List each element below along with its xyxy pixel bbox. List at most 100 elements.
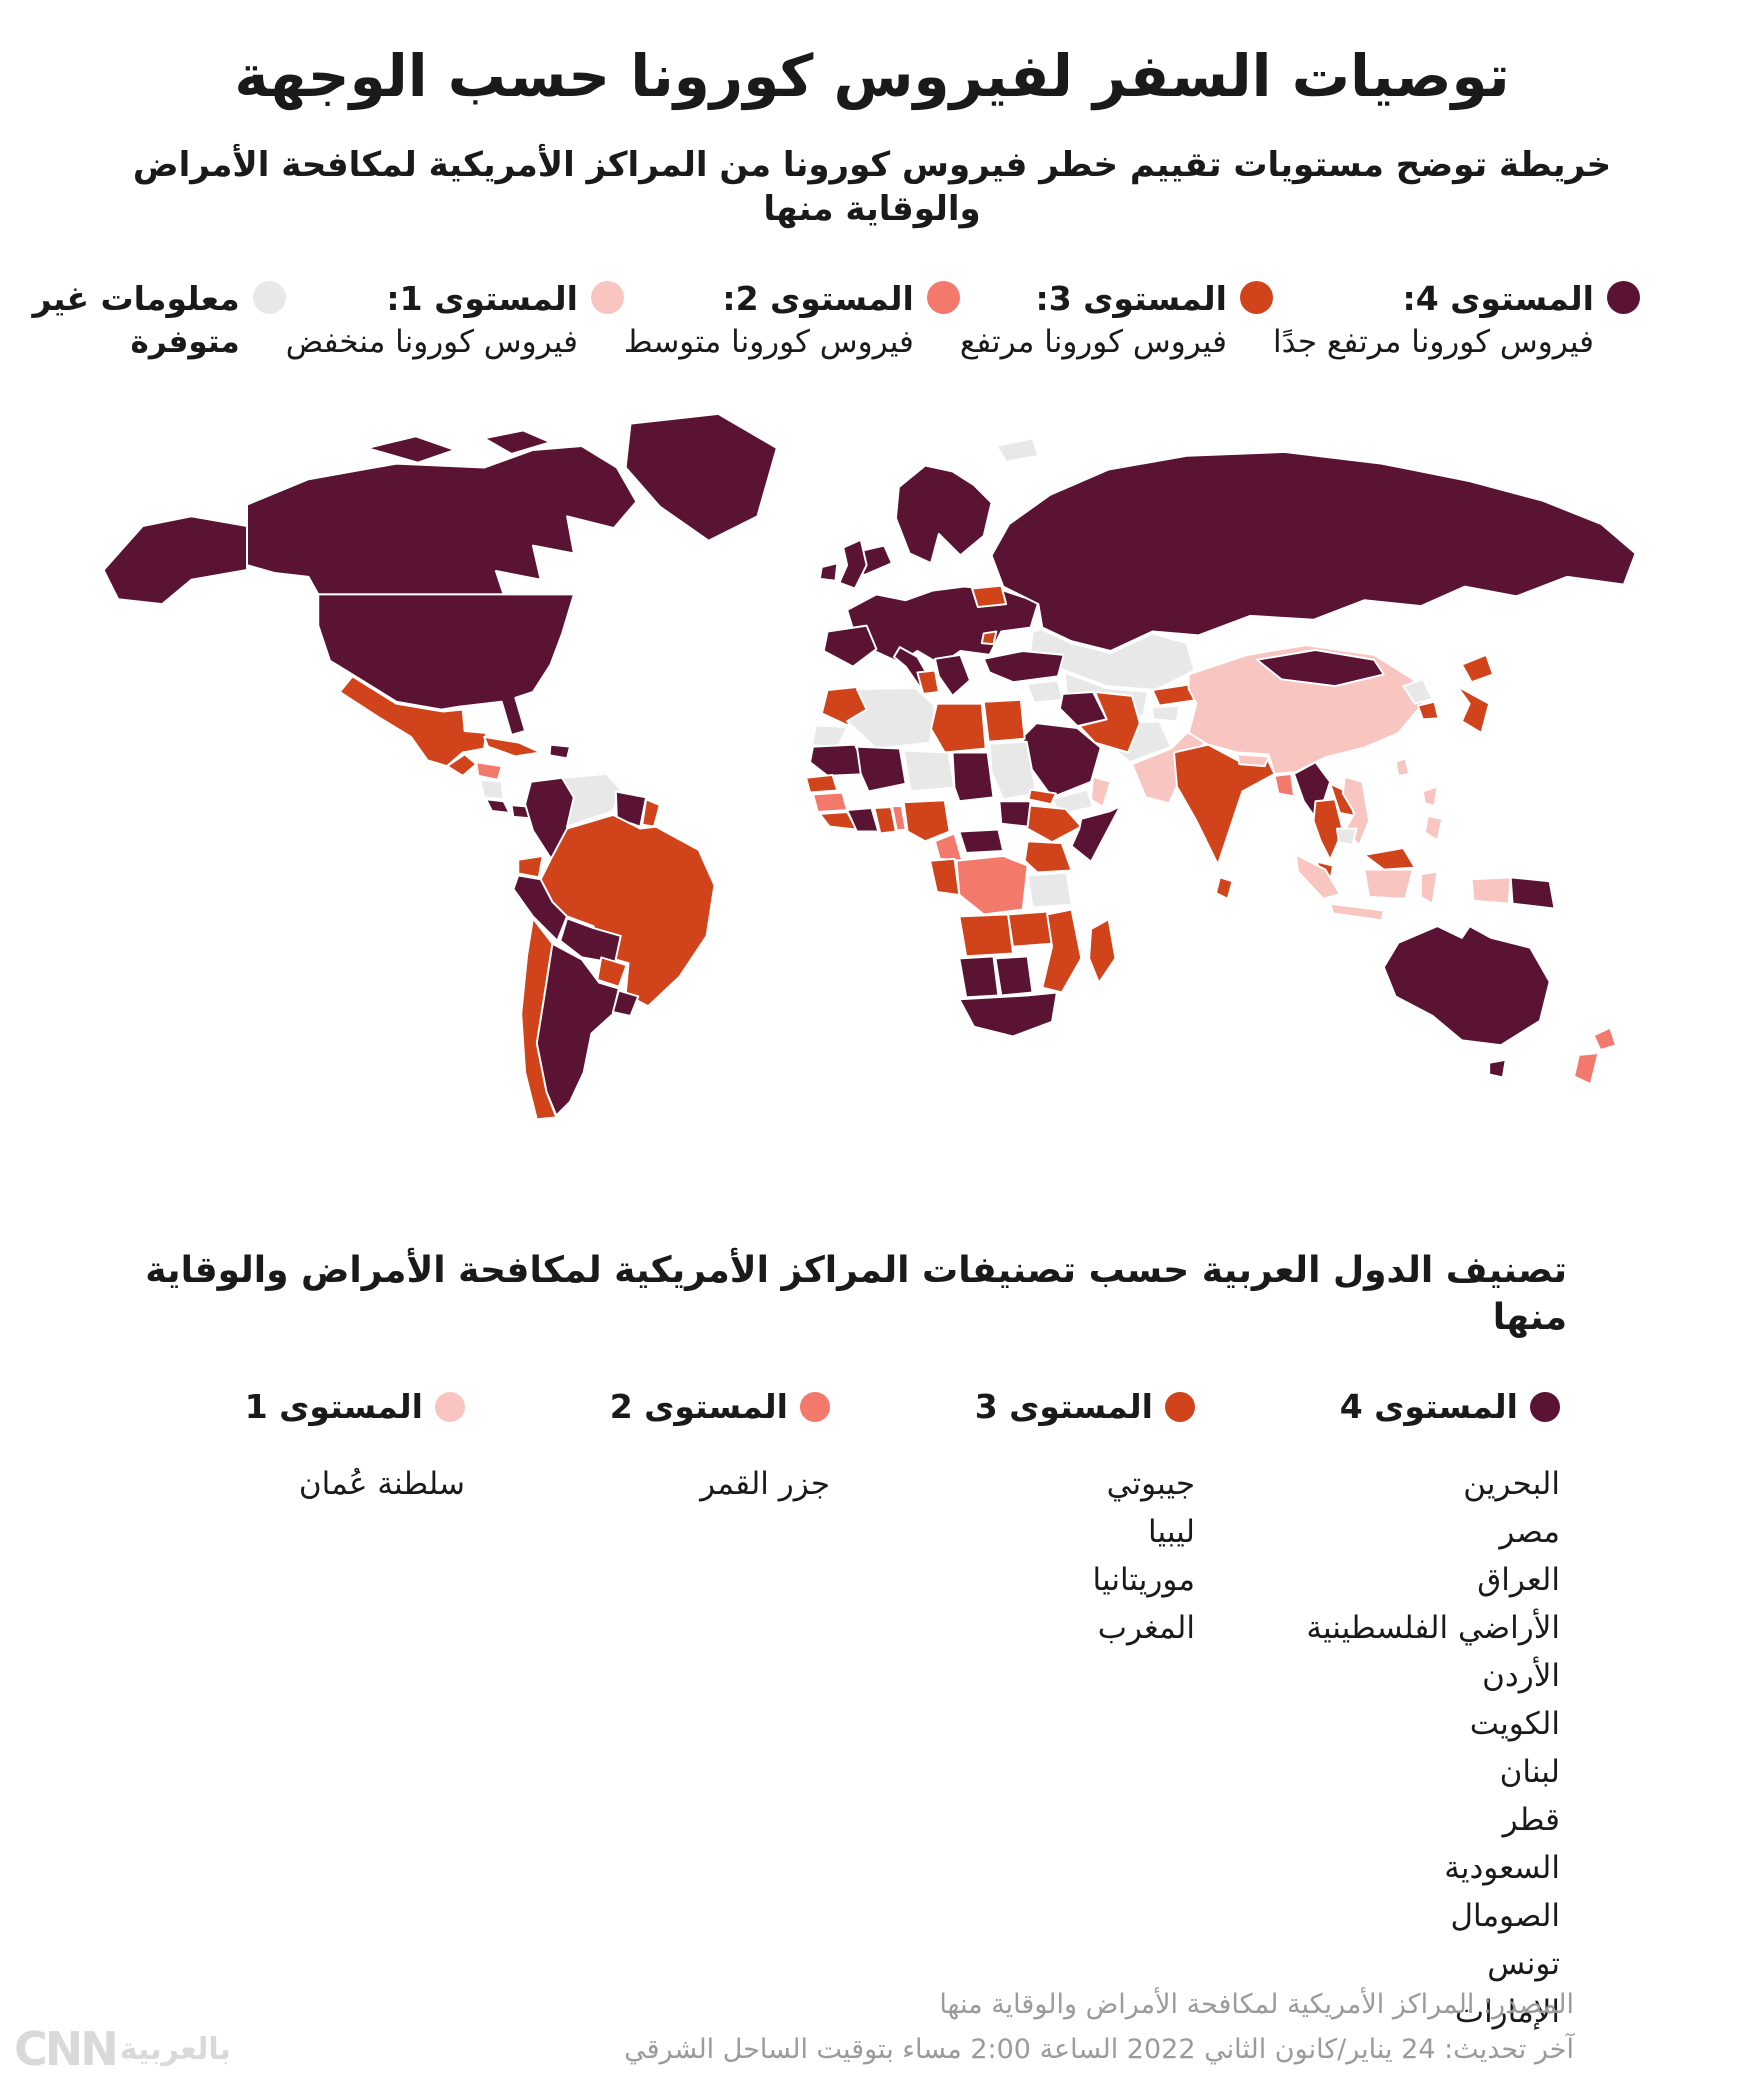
footer-source-block: المصدر: المراكز الأمريكية لمكافحة الأمرا… (624, 1982, 1574, 2072)
country-dr-congo (955, 854, 1029, 916)
list-item: البحرين (1463, 1466, 1560, 1503)
level-1-dot-icon (590, 280, 624, 314)
country-list-level-4: البحرين مصر العراق الأراضي الفلسطينية ال… (1195, 1460, 1560, 2036)
country-cambodia (1335, 827, 1358, 847)
country-turkey (982, 649, 1065, 684)
level-1-dot-icon (435, 1391, 465, 1422)
country-south-sudan (998, 800, 1032, 828)
country-central-african-republic (958, 828, 1005, 854)
list-item: مصر (1499, 1514, 1560, 1551)
list-item: ليبيا (1148, 1514, 1195, 1551)
no-info-dot-icon (252, 280, 286, 314)
country-senegal (805, 773, 839, 794)
infographic-page: توصيات السفر لفيروس كورونا حسب الوجهة خر… (0, 40, 1744, 2088)
legend-sublabel: متوفرة (130, 323, 240, 360)
list-item: السعودية (1444, 1850, 1560, 1887)
country-libya (930, 702, 987, 754)
column-label: المستوى 3 (974, 1387, 1153, 1427)
level-3-dot-icon (1239, 280, 1273, 314)
column-header-level-3: المستوى 3 (830, 1387, 1195, 1426)
country-egypt (982, 698, 1026, 743)
country-oman (1090, 775, 1112, 808)
country-list-level-3: جيبوتي ليبيا موريتانيا المغرب (830, 1460, 1195, 1652)
legend-label: معلومات غير (32, 278, 240, 318)
country-cameroon (933, 832, 964, 862)
list-item: الأردن (1482, 1658, 1560, 1695)
legend-label: المستوى 3: (1035, 278, 1227, 318)
legend-item-level4: المستوى 4: فيروس كورونا مرتفع جدًا (1273, 277, 1640, 363)
list-item: الإمارات (1454, 1994, 1560, 2031)
country-list-level-1: سلطنة عُمان (100, 1460, 465, 1508)
legend-item-level1: المستوى 1: فيروس كورونا منخفض (286, 277, 624, 363)
country-botswana (994, 955, 1034, 997)
country-ireland (818, 562, 839, 582)
list-item: جزر القمر (700, 1466, 830, 1503)
country-arctic-island (366, 435, 456, 464)
column-label: المستوى 1 (244, 1387, 423, 1427)
list-item: الصومال (1450, 1898, 1560, 1935)
country-japan (1455, 653, 1495, 734)
region-gabon-congo (929, 857, 961, 896)
country-south-africa (958, 991, 1058, 1038)
legend-sublabel: فيروس كورونا متوسط (623, 323, 914, 360)
country-nigeria (902, 799, 951, 843)
list-item: قطر (1502, 1802, 1560, 1839)
country-philippines (1421, 785, 1444, 842)
updated-line: آخر تحديث: 24 يناير/كانون الثاني 2022 ال… (624, 2034, 1574, 2065)
country-tajikistan (1150, 704, 1180, 723)
country-guinea (811, 791, 849, 813)
country-taiwan (1394, 757, 1411, 777)
country-russia (990, 450, 1637, 652)
legend-label: المستوى 1: (386, 278, 578, 318)
level-4-dot-icon (1530, 1391, 1560, 1422)
country-kazakhstan (1029, 628, 1196, 691)
page-subtitle: خريطة توضح مستويات تقييم خطر فيروس كورون… (132, 144, 1612, 229)
country-scandinavia (894, 464, 993, 565)
region-uganda-kenya (1023, 840, 1073, 874)
country-sri-lanka (1214, 876, 1234, 900)
cnn-arabic-logo: CNN بالعربية (14, 2022, 231, 2076)
column-header-level-4: المستوى 4 (1195, 1387, 1560, 1426)
country-niger (902, 749, 956, 793)
country-eritrea (1027, 788, 1057, 806)
column-header-level-2: المستوى 2 (465, 1387, 830, 1426)
country-uruguay (611, 989, 640, 1017)
country-paraguay (596, 956, 628, 988)
country-south-korea (1416, 700, 1440, 721)
country-guyana (614, 790, 648, 828)
arab-countries-columns: المستوى 4 البحرين مصر العراق الأراضي الف… (100, 1387, 1560, 2036)
country-uk (838, 538, 868, 590)
level-3-dot-icon (1165, 1391, 1195, 1422)
country-greenland (624, 412, 778, 542)
country-australia (1382, 925, 1551, 1047)
country-alaska (102, 515, 249, 606)
country-indonesia (1294, 853, 1512, 922)
column-level-2: المستوى 2 جزر القمر (465, 1387, 830, 2036)
country-somalia (1070, 805, 1122, 863)
country-sudan (988, 740, 1038, 801)
legend-sublabel: فيروس كورونا مرتفع (959, 323, 1227, 360)
column-level-4: المستوى 4 البحرين مصر العراق الأراضي الف… (1195, 1387, 1560, 2036)
country-zambia (1007, 910, 1054, 948)
country-mongolia (1255, 648, 1385, 687)
country-algeria (846, 686, 936, 750)
country-india (1173, 743, 1276, 866)
list-item: الأراضي الفلسطينية (1306, 1610, 1560, 1647)
page-title: توصيات السفر لفيروس كورونا حسب الوجهة (234, 42, 1510, 110)
list-item: العراق (1477, 1562, 1560, 1599)
list-item: المغرب (1097, 1610, 1195, 1647)
country-benin (891, 805, 907, 832)
country-mauritania (809, 743, 870, 777)
list-item: موريتانيا (1092, 1562, 1195, 1599)
cnn-logo-text: CNN (14, 2022, 119, 2076)
country-north-korea (1402, 678, 1434, 705)
country-nepal (1236, 753, 1270, 767)
country-list-level-2: جزر القمر (465, 1460, 830, 1508)
legend-item-level2: المستوى 2: فيروس كورونا متوسط (624, 277, 960, 363)
country-bangladesh (1273, 772, 1295, 798)
list-item: جيبوتي (1106, 1466, 1195, 1503)
country-thailand (1312, 798, 1344, 861)
country-argentina (535, 942, 620, 1117)
region-borneo-malaysia (1363, 846, 1416, 871)
world-map-container (52, 409, 1692, 1214)
